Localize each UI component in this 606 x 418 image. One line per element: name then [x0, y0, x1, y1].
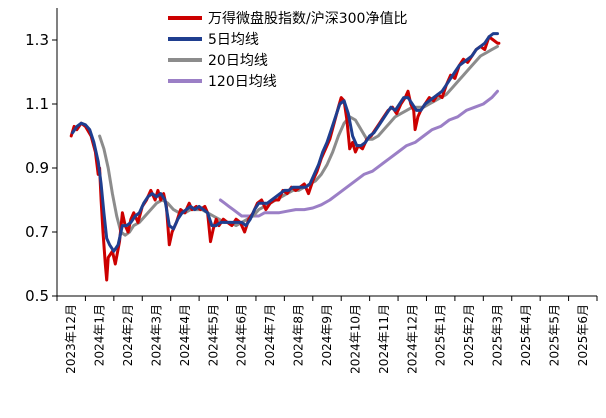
x-tick-label: 2024年10月 [348, 304, 362, 374]
x-tick-label: 2025年4月 [519, 304, 533, 366]
x-tick-label: 2025年5月 [547, 304, 561, 366]
series-lines [69, 32, 501, 282]
legend-label: 5日均线 [208, 32, 259, 48]
x-tick-label: 2025年3月 [491, 304, 505, 366]
y-tick-label: 0.9 [25, 159, 49, 177]
series-line [71, 32, 499, 253]
y-tick-label: 0.7 [25, 223, 49, 241]
series-line [69, 35, 501, 282]
x-tick-label: 2024年6月 [235, 304, 249, 366]
y-tick-label: 1.1 [25, 95, 49, 113]
x-tick-label: 2024年11月 [377, 304, 391, 374]
y-tick-label: 1.3 [25, 31, 49, 49]
x-tick-label: 2023年12月 [64, 304, 78, 374]
x-tick-label: 2024年1月 [93, 304, 107, 366]
legend-label: 120日均线 [208, 74, 277, 90]
series-line [98, 44, 499, 237]
x-tick-label: 2024年4月 [178, 304, 192, 366]
legend-label: 万得微盘股指数/沪深300净值比 [208, 10, 407, 27]
legend: 万得微盘股指数/沪深300净值比 5日均线 20日均线 120日均线 [168, 10, 407, 90]
x-axis-ticks: 2023年12月 2024年1月 2024年2月 2024年3月 2024年4月 2024… [56, 296, 598, 374]
x-tick-label: 2025年6月 [576, 304, 590, 366]
x-tick-label: 2024年7月 [263, 304, 277, 366]
series-line [218, 89, 499, 218]
x-tick-label: 2024年12月 [405, 304, 419, 374]
x-tick-label: 2024年5月 [206, 304, 220, 366]
x-tick-label: 2024年3月 [149, 304, 163, 366]
x-tick-label: 2025年1月 [434, 304, 448, 366]
y-axis-ticks: 0.5 0.7 0.9 1.1 1.3 [25, 31, 57, 305]
x-tick-label: 2025年2月 [462, 304, 476, 366]
legend-label: 20日均线 [208, 53, 268, 69]
x-tick-label: 2024年8月 [292, 304, 306, 366]
y-tick-label: 0.5 [25, 287, 49, 305]
x-tick-label: 2024年2月 [121, 304, 135, 366]
x-tick-label: 2024年9月 [320, 304, 334, 366]
